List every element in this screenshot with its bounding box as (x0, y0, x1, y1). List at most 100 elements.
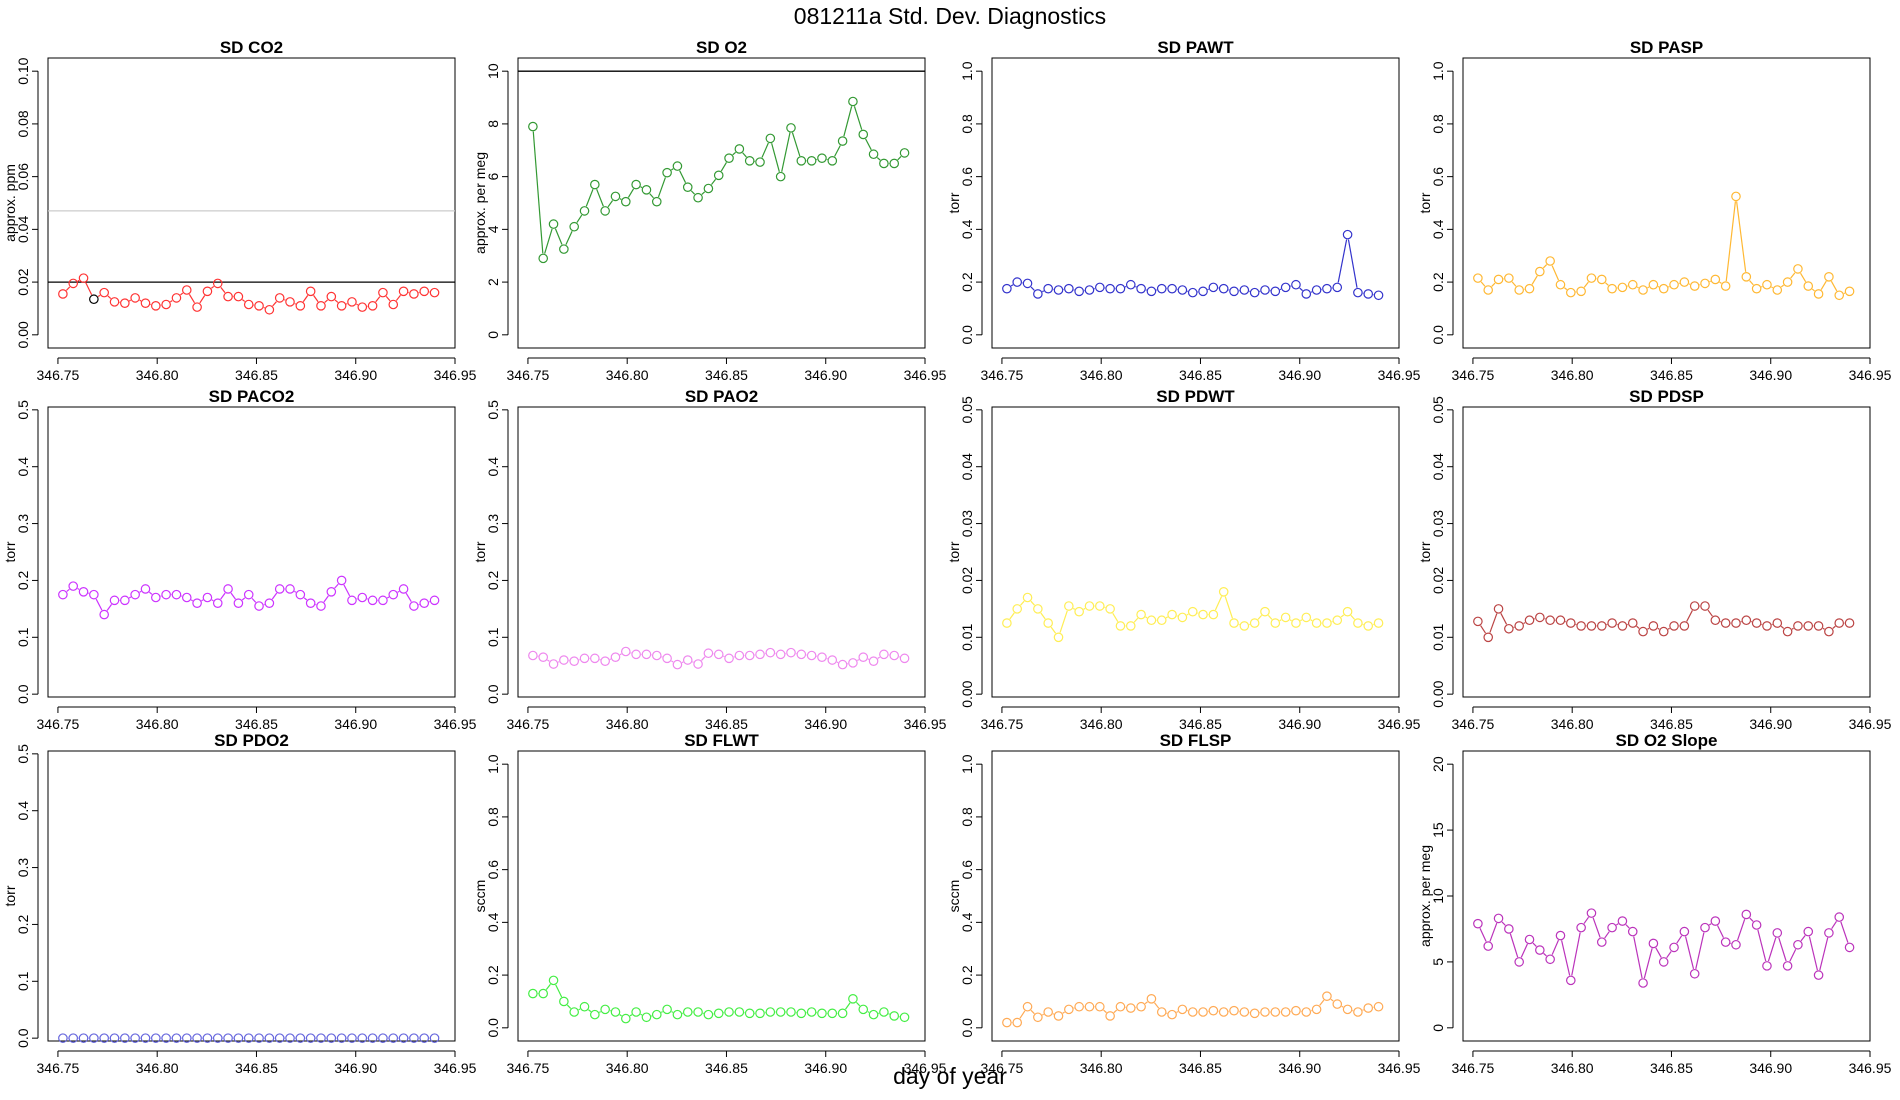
series-segment (251, 597, 257, 603)
data-point (1844, 618, 1855, 628)
data-point (1648, 279, 1659, 290)
data-point (1012, 1017, 1023, 1028)
y-axis-label: sccm (472, 880, 488, 913)
data-point (1125, 621, 1136, 631)
data-point (1146, 615, 1157, 626)
data-point (378, 595, 388, 606)
series-segment (1684, 936, 1695, 970)
data-point (682, 1007, 693, 1017)
data-point (1311, 618, 1322, 628)
data-point (744, 1008, 755, 1019)
data-point (682, 182, 693, 192)
data-point (58, 1033, 68, 1043)
series-segment (1737, 918, 1746, 941)
data-point (1514, 285, 1524, 295)
data-point (600, 1004, 610, 1015)
series-segment (771, 143, 780, 172)
data-point (1844, 942, 1855, 953)
data-point (755, 649, 765, 660)
y-tick-label: 0.4 (15, 457, 31, 477)
data-point (621, 196, 631, 207)
data-point (1022, 278, 1033, 289)
data-point (68, 278, 79, 289)
data-point (1627, 926, 1638, 937)
data-point (868, 1009, 879, 1020)
series-segment (1686, 610, 1693, 622)
data-point (1586, 273, 1597, 283)
series-segment (1820, 280, 1827, 290)
series-segment (1647, 286, 1650, 289)
data-point (1596, 937, 1607, 947)
data-point (130, 589, 140, 600)
data-point (817, 652, 827, 662)
series-segment (596, 188, 604, 207)
series-segment (1310, 619, 1313, 622)
data-point (1834, 912, 1845, 922)
data-point (151, 1033, 161, 1043)
x-tick-label: 346.90 (1749, 367, 1792, 383)
data-point (1741, 272, 1752, 282)
data-point (109, 595, 120, 606)
chart-title: SD PDSP (1629, 387, 1704, 406)
data-point (559, 655, 569, 665)
x-tick-label: 346.80 (136, 716, 179, 732)
data-point (651, 196, 662, 207)
data-point (336, 301, 347, 311)
y-tick-label: 0.4 (485, 457, 501, 477)
data-point (1239, 1007, 1250, 1017)
series-segment (272, 301, 277, 307)
data-point (1731, 191, 1741, 202)
data-point (1803, 621, 1814, 631)
data-point (1689, 281, 1700, 291)
series-segment (230, 592, 236, 600)
data-point (1332, 615, 1343, 626)
data-point (1156, 615, 1167, 626)
series-segment (1719, 281, 1722, 284)
data-point (1280, 282, 1291, 293)
data-point (1669, 942, 1679, 953)
data-point (347, 595, 357, 606)
data-point (1084, 601, 1095, 611)
series-segment (690, 190, 696, 195)
series-segment (566, 1004, 572, 1009)
x-tick-label: 346.90 (1278, 716, 1321, 732)
data-point (1473, 918, 1483, 929)
data-point (1105, 604, 1115, 614)
series-segment (565, 231, 573, 245)
series-segment (791, 132, 801, 157)
data-point (171, 589, 182, 600)
series-segment (1489, 613, 1498, 633)
data-point (326, 1033, 337, 1043)
data-point (899, 148, 910, 158)
y-tick-label: 0.2 (959, 965, 975, 985)
data-point (388, 589, 399, 600)
data-point (548, 659, 559, 669)
chart-panel-6: SD PDWT torr 346.75 346.80 346.85 346.90 346.9… (946, 387, 1421, 732)
series-segment (65, 286, 71, 291)
data-point (1824, 272, 1834, 282)
series-segment (1657, 627, 1660, 630)
data-point (765, 1007, 776, 1017)
x-tick-label: 346.75 (37, 1060, 80, 1076)
data-point (398, 1033, 409, 1043)
data-point (1012, 277, 1023, 287)
series-segment (1145, 616, 1148, 619)
x-tick-label: 346.90 (804, 716, 847, 732)
chart-title: SD O2 Slope (1615, 731, 1717, 750)
series-segment (139, 590, 142, 593)
data-point (1545, 615, 1555, 626)
data-point (1249, 1008, 1260, 1019)
x-tick-label: 346.80 (606, 1060, 649, 1076)
chart-title: SD PDO2 (214, 731, 289, 750)
data-point (528, 121, 538, 132)
data-point (1762, 621, 1772, 631)
series-segment (66, 588, 70, 592)
series-segment (1757, 929, 1767, 962)
data-point (1249, 287, 1260, 298)
series-segment (1523, 622, 1526, 625)
x-tick-label: 346.95 (434, 716, 477, 732)
series-segment (660, 1011, 663, 1013)
series-segment (1224, 596, 1234, 619)
data-point (1053, 285, 1064, 295)
y-tick-label: 0.00 (15, 321, 31, 348)
